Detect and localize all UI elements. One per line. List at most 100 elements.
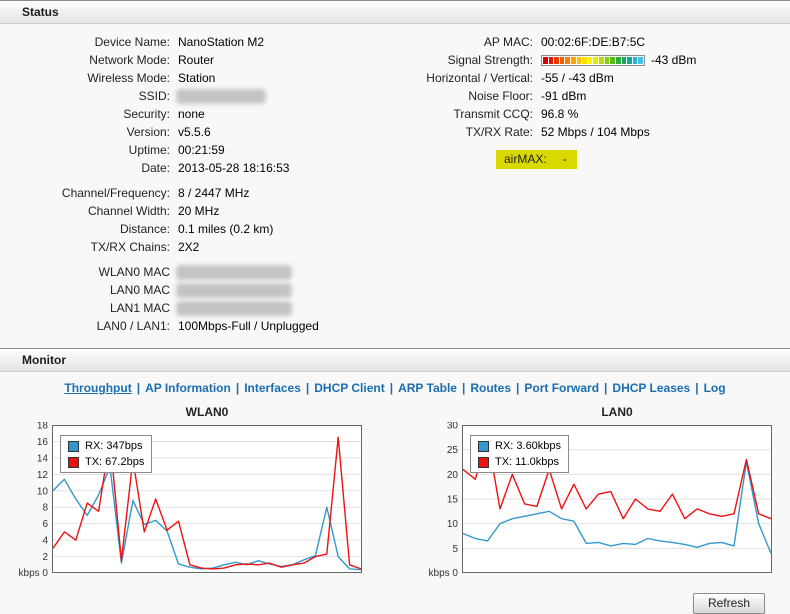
status-row: Transmit CCQ: 96.8 % (400, 105, 790, 123)
status-body: Device Name: NanoStation M2 Network Mode: R… (0, 24, 790, 348)
field-label: Transmit CCQ: (453, 107, 533, 121)
signal-strength-value: -43 dBm (651, 53, 697, 67)
chart-title-lan0: LAN0 (601, 405, 633, 419)
refresh-button[interactable]: Refresh (692, 593, 765, 614)
field-label: Channel Width: (87, 204, 170, 218)
monitor-nav-links: Throughput | AP Information | Interfaces | DHC… (0, 372, 790, 403)
meter-segment (582, 56, 587, 64)
link-separator: | (305, 381, 310, 395)
field-value: 0.1 miles (0.2 km) (178, 222, 274, 236)
svg-text:4: 4 (42, 536, 48, 547)
airmax-row: airMAX: - (400, 150, 790, 169)
link-separator: | (389, 381, 394, 395)
svg-text:18: 18 (37, 422, 49, 432)
status-row: Network Mode: Router (20, 51, 400, 69)
field-label: Device Name: (94, 35, 170, 49)
status-group: WLAN0 MAC LAN0 MAC LAN1 MAC LAN0 / LAN1: 100… (20, 263, 400, 335)
legend-item: TX: 67.2bps (68, 456, 144, 468)
wlan0-chart: WLAN0 2 4 6 8 10 12 14 16 18 kbps 0 RX: 347bps TX: 6… (14, 405, 366, 583)
rx-legend-swatch (478, 440, 489, 452)
status-row: AP MAC: 00:02:6F:DE:B7:5C (400, 33, 790, 51)
status-row: Signal Strength: -43 dBm (400, 51, 790, 69)
airmax-label: airMAX: (504, 152, 547, 166)
field-label: Noise Floor: (468, 89, 533, 103)
monitor-link-ap-information[interactable]: AP Information (145, 381, 231, 395)
monitor-section-header: Monitor (0, 348, 790, 372)
field-value: 52 Mbps / 104 Mbps (541, 125, 650, 139)
meter-segment (599, 56, 604, 64)
monitor-link-port-forward[interactable]: Port Forward (524, 381, 600, 395)
monitor-link-throughput[interactable]: Throughput (64, 381, 132, 395)
chart-legend: RX: 347bps TX: 67.2bps (60, 435, 153, 473)
meter-segment (615, 56, 621, 64)
svg-text:25: 25 (447, 445, 459, 456)
status-left-column: Device Name: NanoStation M2 Network Mode: R… (0, 33, 400, 342)
meter-segment (604, 56, 610, 64)
legend-item: RX: 3.60kbps (478, 440, 561, 452)
monitor-link-arp-table[interactable]: ARP Table (398, 381, 457, 395)
monitor-link-dhcp-leases[interactable]: DHCP Leases (612, 381, 691, 395)
meter-segment (610, 56, 615, 64)
field-value: 20 MHz (178, 204, 220, 218)
status-right-column: AP MAC: 00:02:6F:DE:B7:5C Signal Strength:… (400, 33, 790, 342)
legend-label: RX: 3.60kbps (495, 440, 562, 452)
status-row: Security: none (20, 105, 400, 123)
field-value: 8 / 2447 MHz (178, 186, 250, 200)
status-row: WLAN0 MAC (20, 263, 400, 281)
meter-segment (587, 56, 593, 64)
field-value: -43 dBm (541, 53, 696, 67)
status-row: LAN0 MAC (20, 281, 400, 299)
monitor-link-routes[interactable]: Routes (470, 381, 512, 395)
redacted-value (178, 266, 290, 278)
field-value: 100Mbps-Full / Unplugged (178, 319, 319, 333)
field-value: v5.5.6 (178, 125, 211, 139)
field-value: none (178, 107, 205, 121)
status-row: LAN1 MAC (20, 299, 400, 317)
svg-text:6: 6 (42, 519, 48, 530)
status-section-header: Status (0, 0, 790, 24)
status-row: Channel Width: 20 MHz (20, 202, 400, 220)
field-value: Router (178, 53, 215, 67)
airmax-value: - (562, 152, 567, 166)
signal-strength-meter (541, 54, 645, 66)
field-label: LAN0 / LAN1: (96, 319, 170, 333)
svg-text:10: 10 (447, 519, 459, 530)
monitor-link-log[interactable]: Log (703, 381, 726, 395)
field-label: Uptime: (128, 143, 170, 157)
field-value: 2X2 (178, 240, 200, 254)
status-group: Channel/Frequency: 8 / 2447 MHz Channel Wi… (20, 184, 400, 256)
svg-text:12: 12 (37, 470, 49, 481)
status-row: Distance: 0.1 miles (0.2 km) (20, 220, 400, 238)
redacted-value (178, 90, 264, 102)
svg-text:10: 10 (37, 486, 49, 497)
field-value: Station (178, 71, 216, 85)
monitor-link-dhcp-client[interactable]: DHCP Client (314, 381, 385, 395)
field-label: Security: (123, 107, 170, 121)
field-label: Version: (126, 125, 170, 139)
status-row: TX/RX Chains: 2X2 (20, 238, 400, 256)
footer-bar: Refresh (0, 583, 790, 614)
status-row: TX/RX Rate: 52 Mbps / 104 Mbps (400, 123, 790, 141)
field-label: Wireless Mode: (87, 71, 170, 85)
status-row: SSID: (20, 87, 400, 105)
field-value: NanoStation M2 (178, 35, 265, 49)
field-value: 00:02:6F:DE:B7:5C (541, 35, 646, 49)
field-label: Signal Strength: (447, 53, 533, 67)
monitor-link-interfaces[interactable]: Interfaces (244, 381, 301, 395)
svg-text:5: 5 (452, 544, 458, 555)
chart-legend: RX: 3.60kbps TX: 11.0kbps (470, 435, 570, 473)
meter-segment (638, 56, 643, 64)
field-value (178, 266, 290, 278)
field-label: Network Mode: (89, 53, 170, 67)
link-separator: | (461, 381, 466, 395)
field-value: 96.8 % (541, 107, 579, 121)
status-row: Version: v5.5.6 (20, 123, 400, 141)
legend-item: TX: 11.0kbps (478, 456, 561, 468)
svg-text:30: 30 (447, 422, 459, 432)
meter-segment (565, 56, 571, 64)
field-label: Distance: (119, 222, 170, 236)
redacted-value (178, 302, 290, 314)
meter-segment (543, 56, 548, 64)
redacted-value (178, 284, 290, 296)
field-value: -55 / -43 dBm (541, 71, 614, 85)
